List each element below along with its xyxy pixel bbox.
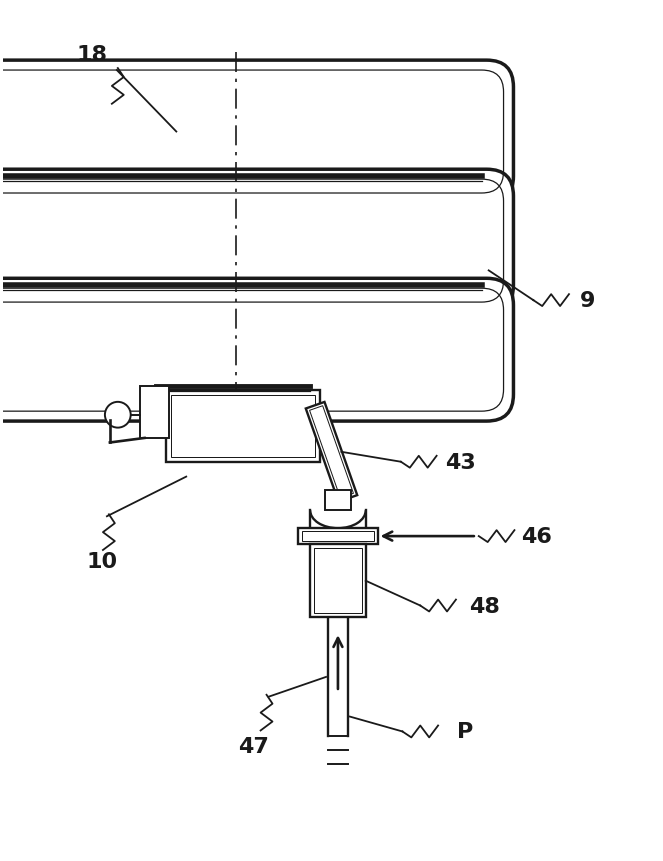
Bar (166, 391, 320, 462)
Bar (140, 387, 169, 438)
Bar (314, 548, 362, 614)
Bar (310, 544, 366, 617)
Text: P: P (457, 722, 473, 741)
FancyBboxPatch shape (0, 61, 513, 204)
Bar (302, 531, 374, 542)
Text: 48: 48 (469, 596, 500, 616)
Polygon shape (306, 402, 357, 502)
FancyBboxPatch shape (0, 170, 513, 313)
Bar (298, 529, 378, 544)
Text: 18: 18 (76, 45, 107, 65)
Text: 47: 47 (238, 736, 269, 757)
Bar (171, 396, 315, 457)
FancyBboxPatch shape (0, 279, 513, 422)
Text: 46: 46 (521, 526, 552, 547)
Text: 10: 10 (86, 551, 117, 571)
Bar (325, 491, 351, 511)
Circle shape (105, 402, 131, 428)
Text: 43: 43 (445, 452, 476, 472)
Text: 9: 9 (580, 291, 595, 311)
